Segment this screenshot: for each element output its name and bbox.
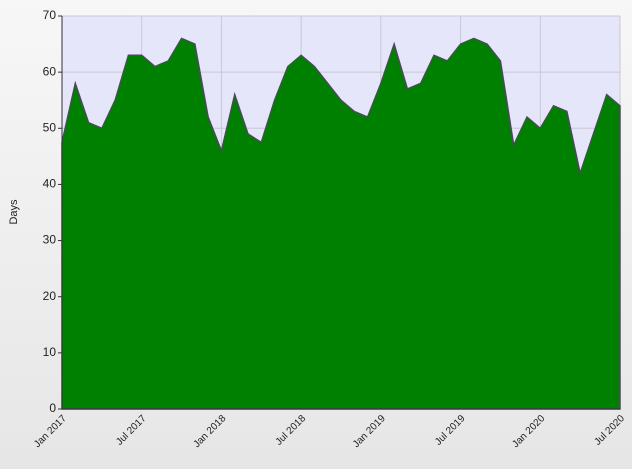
y-tick-label: 20: [43, 289, 57, 303]
y-tick-label: 70: [43, 8, 57, 22]
y-axis-label: Days: [8, 199, 20, 225]
area: [61, 37, 621, 410]
y-tick-label: 40: [43, 177, 57, 191]
y-tick-label: 50: [43, 120, 57, 134]
y-tick-label: 60: [43, 64, 57, 78]
y-tick-label: 30: [43, 233, 57, 247]
y-tick-label: 10: [43, 345, 57, 359]
y-tick-label: 0: [49, 401, 56, 415]
